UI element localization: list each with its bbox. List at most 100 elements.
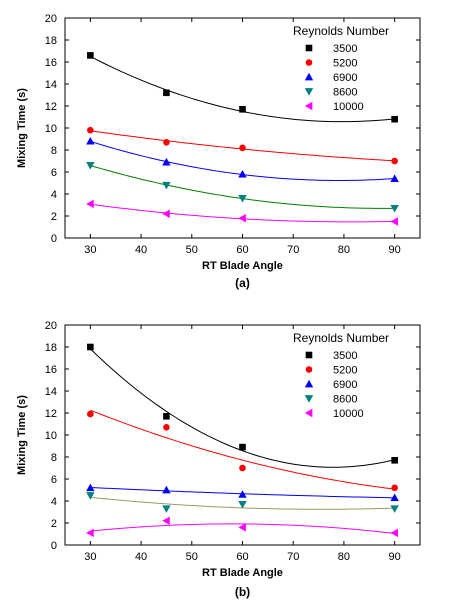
legend-label: 6900 — [333, 379, 357, 391]
y-tick-label: 2 — [51, 211, 57, 223]
x-tick-label: 50 — [186, 551, 198, 563]
legend-label: 3500 — [333, 43, 357, 55]
data-point-6900 — [238, 490, 247, 498]
legend-label: 5200 — [333, 58, 357, 70]
data-point-8600 — [390, 204, 399, 213]
data-point-6900 — [390, 493, 399, 502]
data-point-3500 — [87, 343, 94, 351]
y-tick-label: 16 — [45, 57, 57, 69]
legend-label: 6900 — [333, 72, 357, 84]
legend-marker-6900 — [304, 72, 314, 81]
data-point-3500 — [163, 413, 170, 420]
data-point-10000 — [238, 214, 246, 223]
panel-label: (a) — [235, 276, 250, 290]
y-tick-label: 4 — [51, 496, 57, 508]
x-tick-label: 80 — [338, 551, 350, 563]
legend-title: Reynolds Number — [293, 331, 389, 345]
data-point-3500 — [87, 52, 94, 59]
data-point-10000 — [390, 528, 399, 538]
data-point-5200 — [239, 464, 246, 472]
plot-frame — [64, 324, 421, 546]
legend-label: 8600 — [333, 87, 357, 99]
x-tick-label: 70 — [287, 244, 299, 256]
legend-label: 3500 — [333, 350, 357, 362]
legend-marker-5200 — [305, 59, 313, 66]
x-tick-label: 40 — [135, 244, 147, 256]
data-point-5200 — [87, 126, 94, 134]
legend-label: 5200 — [333, 365, 357, 377]
x-tick-label: 60 — [236, 244, 248, 256]
data-point-3500 — [239, 106, 246, 113]
data-point-5200 — [391, 484, 398, 492]
data-point-5200 — [391, 157, 398, 165]
data-point-3500 — [163, 89, 170, 97]
data-point-8600 — [162, 181, 171, 190]
data-point-3500 — [391, 115, 398, 123]
legend-marker-5200 — [305, 366, 313, 373]
plot-frame — [64, 17, 421, 239]
legend-marker-3500 — [305, 44, 313, 52]
y-tick-label: 2 — [51, 518, 57, 530]
legend-label: 8600 — [333, 394, 357, 406]
x-tick-label: 80 — [338, 244, 350, 256]
y-axis-title: Mixing Time (s) — [16, 395, 28, 475]
y-tick-label: 20 — [45, 13, 57, 25]
data-point-3500 — [239, 443, 246, 451]
y-tick-label: 14 — [45, 79, 57, 91]
y-tick-label: 18 — [45, 35, 57, 47]
y-tick-label: 8 — [51, 452, 57, 464]
panel-label: (b) — [235, 585, 250, 599]
data-point-10000 — [162, 209, 170, 218]
data-point-5200 — [163, 139, 170, 146]
y-tick-label: 8 — [51, 145, 57, 157]
y-tick-label: 0 — [51, 233, 57, 245]
data-point-3500 — [391, 457, 398, 464]
y-axis-title: Mixing Time (s) — [16, 88, 28, 168]
data-point-6900 — [86, 137, 95, 145]
x-tick-label: 60 — [236, 551, 248, 563]
x-tick-label: 70 — [287, 551, 299, 563]
y-tick-label: 16 — [45, 364, 57, 376]
data-point-6900 — [162, 485, 171, 494]
data-point-6900 — [162, 157, 171, 166]
data-point-6900 — [390, 174, 399, 182]
x-tick-label: 30 — [84, 551, 96, 563]
legend-marker-8600 — [304, 395, 314, 403]
x-tick-label: 90 — [389, 244, 401, 256]
chart-panel-a: 30 40 50 60 70 80 90 0 2 4 6 8 10 12 14 16 18 20 RT Blade … — [16, 13, 421, 290]
data-point-8600 — [390, 505, 399, 513]
data-point-8600 — [162, 505, 171, 513]
y-tick-label: 12 — [45, 408, 57, 420]
data-point-10000 — [390, 217, 399, 226]
data-point-8600 — [238, 500, 247, 509]
y-tick-label: 10 — [45, 123, 57, 135]
legend-marker-10000 — [304, 408, 313, 418]
legend-label: 10000 — [333, 408, 364, 420]
data-point-8600 — [86, 492, 95, 500]
fit-line-10000 — [90, 523, 395, 534]
data-point-6900 — [86, 483, 95, 492]
y-tick-label: 14 — [45, 386, 57, 398]
fit-line-3500 — [90, 348, 395, 468]
x-axis-title: RT Blade Angle — [202, 260, 283, 272]
x-tick-label: 90 — [389, 551, 401, 563]
data-point-5200 — [163, 424, 170, 431]
data-point-10000 — [238, 523, 246, 532]
y-tick-label: 6 — [51, 167, 57, 179]
legend-label: 10000 — [333, 101, 364, 113]
y-tick-label: 12 — [45, 101, 57, 113]
y-tick-label: 6 — [51, 474, 57, 486]
data-point-10000 — [162, 516, 170, 525]
data-point-10000 — [86, 199, 94, 209]
fit-line-5200 — [90, 409, 395, 490]
data-point-5200 — [239, 144, 246, 152]
legend-marker-6900 — [304, 379, 314, 388]
x-tick-label: 40 — [135, 551, 147, 563]
y-tick-label: 4 — [51, 189, 57, 201]
legend-marker-8600 — [304, 88, 314, 96]
x-axis-title: RT Blade Angle — [202, 567, 283, 579]
y-tick-label: 20 — [45, 320, 57, 332]
data-point-8600 — [238, 195, 247, 203]
legend-title: Reynolds Number — [293, 24, 389, 38]
